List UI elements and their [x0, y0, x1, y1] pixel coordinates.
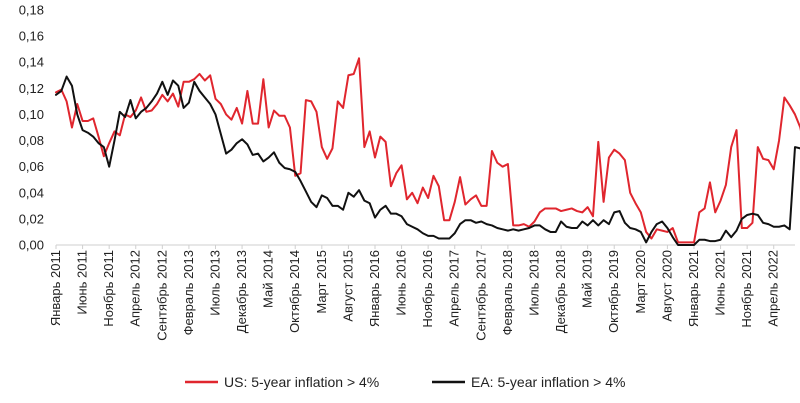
- x-tick-label: Апрель 2012: [128, 250, 143, 327]
- legend-item-us: US: 5-year inflation > 4%: [185, 374, 379, 390]
- x-tick-label: Июнь 2021: [713, 250, 728, 316]
- x-tick-label: Август 2015: [340, 250, 355, 322]
- legend-label-us: US: 5-year inflation > 4%: [224, 374, 379, 390]
- y-tick-label: 0,10: [19, 107, 44, 122]
- x-tick-label: Июнь 2011: [75, 250, 90, 315]
- x-tick-label: Август 2020: [659, 250, 674, 322]
- x-tick-label: Ноябрь 2021: [739, 250, 754, 328]
- x-tick-label: Декабрь 2018: [553, 250, 568, 333]
- x-tick-label: Сентябрь 2012: [154, 250, 169, 341]
- x-tick-label: Апрель 2022: [766, 250, 781, 327]
- x-tick-label: Апрель 2017: [447, 250, 462, 327]
- legend-label-ea: EA: 5-year inflation > 4%: [471, 374, 625, 390]
- y-tick-label: 0,04: [19, 185, 44, 200]
- y-axis: 0,00 0,02 0,04 0,06 0,08 0,10 0,12 0,14 0,16 0,18: [19, 3, 44, 253]
- x-tick-label: Март 2020: [633, 250, 648, 314]
- x-tick-label: Октябрь 2019: [606, 250, 621, 333]
- x-tick-label: Июнь 2016: [394, 250, 409, 316]
- x-tick-label: Июль 2018: [526, 250, 541, 316]
- x-tick-label: Сентябрь 2017: [473, 250, 488, 341]
- y-tick-label: 0,16: [19, 29, 44, 44]
- series-line-us: [55, 57, 800, 244]
- y-tick-label: 0,08: [19, 133, 44, 148]
- x-tick-label: Ноябрь 2011: [101, 250, 116, 327]
- y-tick-label: 0,06: [19, 159, 44, 174]
- legend: US: 5-year inflation > 4% EA: 5-year inf…: [185, 374, 625, 390]
- x-tick-label: Июль 2013: [207, 250, 222, 316]
- x-axis: Январь 2011 Июнь 2011 Ноябрь 2011 Апрель 20…: [48, 245, 781, 341]
- x-tick-label: Декабрь 2013: [234, 250, 249, 333]
- series-line-ea: [55, 75, 800, 246]
- x-tick-label: Январь 2011: [48, 250, 63, 326]
- x-tick-label: Май 2014: [261, 250, 276, 308]
- x-tick-label: Октябрь 2014: [287, 250, 302, 333]
- x-tick-label: Май 2019: [580, 250, 595, 308]
- y-tick-label: 0,00: [19, 238, 44, 253]
- x-tick-label: Февраль 2013: [181, 250, 196, 335]
- x-tick-label: Январь 2016: [367, 250, 382, 327]
- series-group: [55, 57, 800, 246]
- y-tick-label: 0,12: [19, 81, 44, 96]
- x-tick-label: Февраль 2018: [500, 250, 515, 335]
- x-tick-label: Январь 2021: [686, 250, 701, 327]
- y-tick-label: 0,18: [19, 3, 44, 18]
- legend-item-ea: EA: 5-year inflation > 4%: [432, 374, 625, 390]
- x-tick-label: Ноябрь 2016: [420, 250, 435, 328]
- y-tick-label: 0,02: [19, 211, 44, 226]
- x-tick-label: Март 2015: [314, 250, 329, 314]
- y-tick-label: 0,14: [19, 55, 44, 70]
